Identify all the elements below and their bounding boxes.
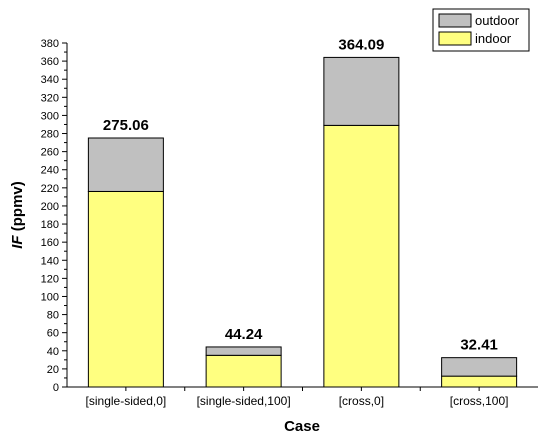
- y-axis-title: IF (ppmv): [9, 181, 26, 249]
- y-tick-label: 140: [41, 255, 59, 267]
- y-tick-label: 200: [41, 201, 59, 213]
- bar-total-label: 275.06: [103, 117, 149, 134]
- y-tick-label: 160: [41, 237, 59, 249]
- legend-swatch-indoor: [438, 31, 472, 46]
- y-tick-label: 40: [47, 346, 59, 358]
- y-axis-ticks: 0 20 40 60 80 100 120 140 160 180 200 220 240 260 280 3…: [41, 38, 67, 394]
- y-tick-label: 280: [41, 129, 59, 141]
- y-tick-label: 360: [41, 56, 59, 68]
- y-tick-label: 20: [47, 364, 59, 376]
- bar-outdoor: [205, 346, 282, 356]
- x-axis-ticks: [single-sided,0] [single-sided,100] [cross…: [86, 387, 509, 408]
- bar-indoor: [441, 375, 518, 388]
- y-axis-title-unit: (ppmv): [9, 181, 26, 235]
- y-tick-label: 380: [41, 38, 59, 50]
- y-tick-label: 80: [47, 310, 59, 322]
- y-tick-label: 120: [41, 273, 59, 285]
- x-tick-label: [cross,0]: [339, 394, 384, 408]
- y-tick-label: 180: [41, 219, 59, 231]
- y-tick-label: 240: [41, 165, 59, 177]
- bar-indoor: [323, 124, 400, 388]
- bar-outdoor: [87, 137, 164, 192]
- bar-outdoor: [441, 357, 518, 377]
- y-tick-label: 320: [41, 92, 59, 104]
- y-axis-title-italic: IF: [9, 235, 26, 249]
- legend-swatch-outdoor: [438, 13, 472, 28]
- y-tick-label: 300: [41, 110, 59, 122]
- x-tick-label: [cross,100]: [450, 394, 509, 408]
- bar-total-label: 44.24: [225, 326, 263, 343]
- y-tick-label: 60: [47, 328, 59, 340]
- y-tick-label: 260: [41, 147, 59, 159]
- legend: outdoor indoor: [432, 8, 530, 52]
- bars: [87, 56, 518, 388]
- x-tick-label: [single-sided,100]: [197, 394, 291, 408]
- x-axis-title: Case: [284, 418, 320, 435]
- bar-outdoor: [323, 56, 400, 126]
- x-tick-label: [single-sided,0]: [86, 394, 167, 408]
- bar-indoor: [205, 354, 282, 388]
- y-tick-label: 0: [53, 382, 59, 394]
- y-tick-label: 340: [41, 74, 59, 86]
- y-tick-label: 100: [41, 291, 59, 303]
- legend-label-indoor: indoor: [475, 31, 512, 46]
- bar-total-label: 364.09: [338, 36, 384, 53]
- bar-total-label: 32.41: [460, 337, 498, 354]
- bar-indoor: [87, 190, 164, 388]
- y-tick-label: 220: [41, 183, 59, 195]
- legend-label-outdoor: outdoor: [475, 13, 520, 28]
- data-labels: 275.06 44.24 364.09 32.41: [103, 36, 498, 353]
